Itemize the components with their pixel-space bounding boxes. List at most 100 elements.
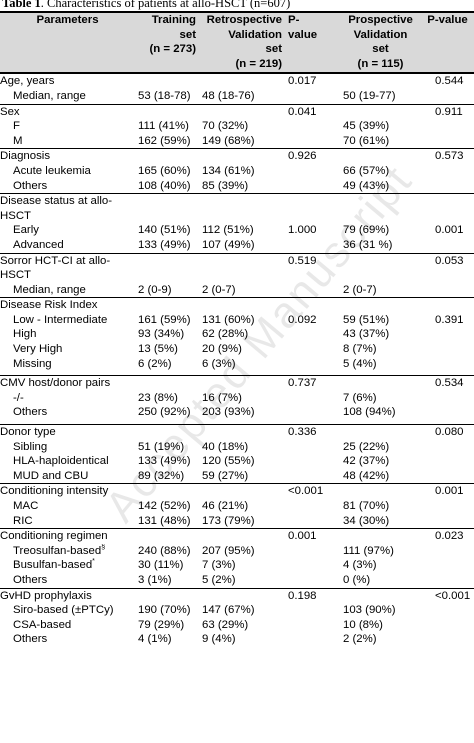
cell-p-value-2: 0.080 (421, 424, 474, 440)
cell-text: Age, years (0, 75, 55, 88)
cell-text: 89 (32%) (138, 469, 185, 482)
cell-parameter: Conditioning regimen (0, 528, 135, 544)
cell-text: 20 (9%) (202, 343, 242, 356)
cell-parameter: Treosulfan-based§ (0, 544, 135, 559)
cell-text: Sex (0, 105, 20, 118)
group-row: Diagnosis 0.926 0.573 (0, 148, 474, 164)
cell-parameter: Age, years (0, 72, 135, 89)
cell-parameter: Low - Intermediate (0, 313, 135, 328)
cell-text: -/- (13, 391, 24, 404)
cell-retrospective: 149 (68%) (199, 134, 286, 149)
cell-training: 4 (1%) (135, 632, 199, 647)
cell-p-value-1 (286, 297, 340, 313)
cell-text: 42 (37%) (343, 455, 390, 468)
cell-training: 165 (60%) (135, 164, 199, 179)
cell-text: 0.001 (435, 485, 464, 498)
cell-text: GvHD prophylaxis (0, 589, 92, 602)
cell-p-value-2 (421, 603, 474, 618)
cell-prospective: 2 (2%) (340, 632, 421, 647)
cell-text: 9 (4%) (202, 633, 236, 646)
cell-prospective (340, 528, 421, 544)
cell-text: 108 (40%) (138, 179, 191, 192)
cell-text: Advanced (13, 238, 64, 251)
cell-parameter: CMV host/donor pairs (0, 375, 135, 391)
cell-p-value-2: 0.023 (421, 528, 474, 544)
cell-text: Low - Intermediate (13, 313, 108, 326)
header-p-value-1: P-value (286, 10, 340, 75)
cell-retrospective (199, 297, 286, 313)
cell-text: 131 (60%) (202, 313, 255, 326)
cell-p-value-2: 0.544 (421, 72, 474, 89)
cell-retrospective: 63 (29%) (199, 618, 286, 633)
cell-text: Conditioning intensity (0, 485, 109, 498)
cell-training (135, 72, 199, 89)
cell-text: 85 (39%) (202, 179, 249, 192)
cell-parameter: Others (0, 179, 135, 194)
cell-text: 173 (79%) (202, 514, 255, 527)
cell-text: Donor type (0, 426, 56, 439)
cell-training (135, 587, 199, 604)
table-row: Others 4 (1%) 9 (4%) 2 (2%) (0, 632, 474, 647)
cell-retrospective: 9 (4%) (199, 632, 286, 647)
cell-text: 0.023 (435, 530, 464, 543)
cell-prospective (340, 375, 421, 391)
cell-retrospective: 20 (9%) (199, 342, 286, 357)
cell-retrospective (199, 528, 286, 544)
cell-retrospective (199, 587, 286, 604)
cell-retrospective: 147 (67%) (199, 603, 286, 618)
cell-parameter: M (0, 134, 135, 149)
cell-p-value-2 (421, 179, 474, 194)
cell-text: 165 (60%) (138, 164, 191, 177)
cell-p-value-2: 0.001 (421, 483, 474, 499)
cell-text: 51 (19%) (138, 440, 185, 453)
cell-prospective (340, 587, 421, 604)
table-row: Others 108 (40%) 85 (39%) 49 (43%) (0, 179, 474, 194)
cell-text: 149 (68%) (202, 134, 255, 147)
cell-training: 133 (49%) (135, 454, 199, 469)
table-caption: Table 1. Characteristics of patients at … (2, 0, 290, 11)
cell-text: 0.041 (288, 105, 317, 118)
cell-p-value-1 (286, 327, 340, 342)
cell-training: 51 (19%) (135, 440, 199, 455)
cell-parameter: Donor type (0, 424, 135, 440)
cell-retrospective (199, 483, 286, 499)
cell-prospective (340, 103, 421, 120)
cell-training: 108 (40%) (135, 179, 199, 194)
cell-text: 48 (18-76) (202, 89, 255, 102)
cell-prospective: 49 (43%) (340, 179, 421, 194)
cell-p-value-1 (286, 454, 340, 469)
cell-text: 5 (2%) (202, 573, 236, 586)
cell-text: 0.336 (288, 426, 317, 439)
cell-text: 0.053 (435, 254, 464, 267)
cell-p-value-1 (286, 89, 340, 104)
cell-p-value-1 (286, 544, 340, 559)
cell-parameter: Sex (0, 103, 135, 120)
cell-parameter: MUD and CBU (0, 469, 135, 484)
cell-text: Diagnosis (0, 150, 51, 163)
cell-p-value-2 (421, 238, 474, 253)
cell-parameter: F (0, 119, 135, 134)
cell-text: 0.911 (435, 105, 463, 118)
cell-text: 0.080 (435, 426, 464, 439)
cell-text: 70 (61%) (343, 134, 390, 147)
footnote-marker: * (92, 558, 95, 566)
cell-prospective: 25 (22%) (340, 440, 421, 455)
cell-p-value-2 (421, 618, 474, 633)
cell-text: 0.391 (435, 313, 464, 326)
table-row: HLA-haploidentical 133 (49%) 120 (55%) 42 (… (0, 454, 474, 469)
table-row: Median, range 2 (0-9) 2 (0-7) 2 (0-7) (0, 283, 474, 298)
cell-p-value-1: 1.000 (286, 223, 340, 238)
cell-text: 103 (90%) (343, 604, 396, 617)
cell-text: 63 (29%) (202, 618, 249, 631)
cell-text: Acute leukemia (13, 164, 91, 177)
cell-p-value-2 (421, 405, 474, 424)
cell-text: 46 (21%) (202, 500, 249, 512)
cell-text: 13 (5%) (138, 343, 178, 356)
cell-p-value-2: <0.001 (421, 587, 474, 604)
cell-training (135, 193, 199, 224)
table-caption-label: Table 1 (2, 0, 41, 10)
table-row: M 162 (59%) 149 (68%) 70 (61%) (0, 134, 474, 149)
cell-prospective: 36 (31 %) (340, 238, 421, 253)
cell-text: 7 (3%) (202, 559, 236, 572)
cell-text: 30 (11%) (138, 559, 184, 572)
